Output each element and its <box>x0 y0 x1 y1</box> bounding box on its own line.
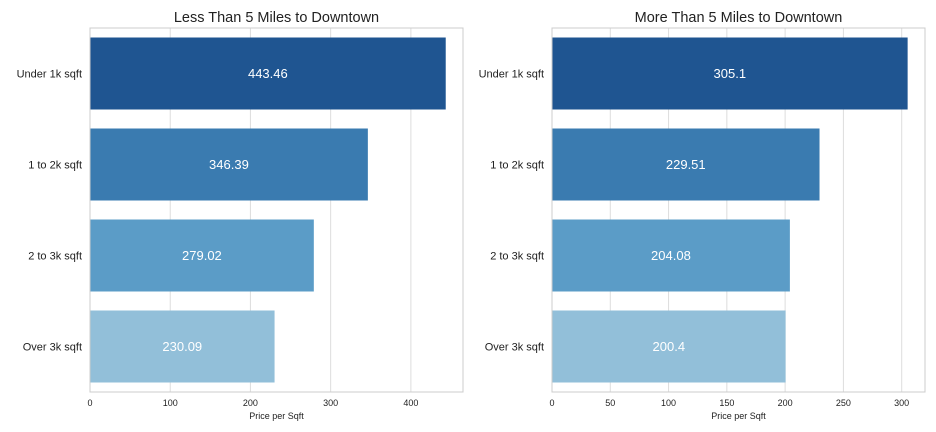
chart-left-x-axis-label: Price per Sqft <box>249 411 304 421</box>
chart-left-bar-2 <box>90 219 314 292</box>
chart-right-axes-frame <box>551 27 926 393</box>
chart-right-panel: 305.1 Under 1k sqft 229.51 1 to 2k sqft 204.… <box>479 10 926 421</box>
chart-left-data-label-3: 230.09 <box>162 339 202 354</box>
chart-left-xtick-label-2: 200 <box>243 398 258 408</box>
chart-left-title: Less Than 5 Miles to Downtown <box>174 10 379 26</box>
chart-left-xtick-label-1: 100 <box>163 398 178 408</box>
chart-left-category-label-3: Over 3k sqft <box>23 342 82 354</box>
chart-right-data-label-3: 200.4 <box>653 339 686 354</box>
chart-right-bar-1 <box>552 128 820 201</box>
chart-left-panel: 443.46 Under 1k sqft 346.39 1 to 2k sqft 279… <box>17 10 464 421</box>
chart-right-xtick-label-1: 50 <box>605 398 615 408</box>
chart-left-bar-0 <box>90 37 446 110</box>
chart-right-bar-3 <box>552 310 786 383</box>
chart-right-xtick-label-6: 300 <box>894 398 909 408</box>
chart-right-bar-0 <box>552 37 908 110</box>
chart-right-xtick-label-2: 100 <box>661 398 676 408</box>
chart-left-category-label-2: 2 to 3k sqft <box>28 251 82 263</box>
chart-right-bar-2 <box>552 219 790 292</box>
chart-right-data-label-0: 305.1 <box>714 66 747 81</box>
chart-left-bar-3 <box>90 310 275 383</box>
chart-right-data-label-1: 229.51 <box>666 157 706 172</box>
chart-right-xtick-label-5: 250 <box>836 398 851 408</box>
chart-left-xtick-label-3: 300 <box>323 398 338 408</box>
chart-left-bar-1 <box>90 128 368 201</box>
chart-right-category-label-3: Over 3k sqft <box>485 342 544 354</box>
chart-right-xtick-label-0: 0 <box>549 398 554 408</box>
chart-left-data-label-0: 443.46 <box>248 66 288 81</box>
chart-left-data-label-2: 279.02 <box>182 248 222 263</box>
chart-right-x-axis-label: Price per Sqft <box>711 411 766 421</box>
chart-right-category-label-2: 2 to 3k sqft <box>490 251 544 263</box>
chart-right-title: More Than 5 Miles to Downtown <box>635 10 843 26</box>
chart-right-data-label-2: 204.08 <box>651 248 691 263</box>
chart-left-xtick-label-0: 0 <box>87 398 92 408</box>
chart-right-category-label-0: Under 1k sqft <box>479 69 544 81</box>
chart-left-xtick-label-4: 400 <box>403 398 418 408</box>
chart-left-data-label-1: 346.39 <box>209 157 249 172</box>
chart-right-xtick-label-3: 150 <box>719 398 734 408</box>
chart-right-category-label-1: 1 to 2k sqft <box>490 160 544 172</box>
chart-left-category-label-0: Under 1k sqft <box>17 69 82 81</box>
chart-left-category-label-1: 1 to 2k sqft <box>28 160 82 172</box>
chart-left-axes-frame <box>89 27 464 393</box>
chart-right-xtick-label-4: 200 <box>778 398 793 408</box>
